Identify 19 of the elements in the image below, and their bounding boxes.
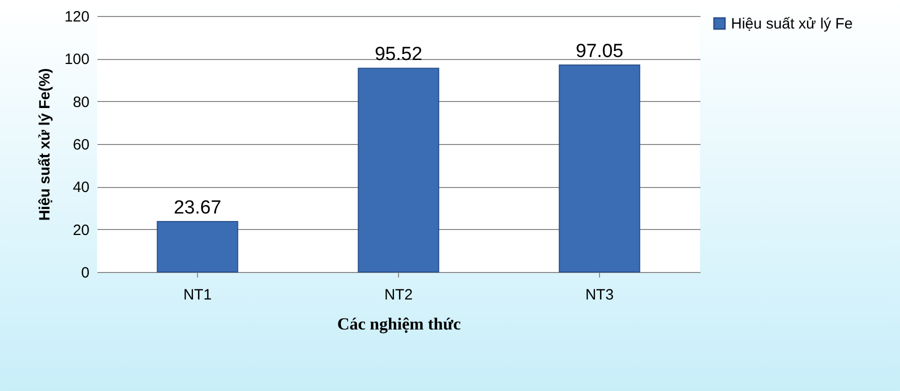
y-tick-label: 80 [72,94,90,111]
legend-label: Hiệu suất xử lý Fe [731,16,853,32]
data-label: 23.67 [174,198,222,219]
x-tick-label: NT2 [384,286,413,304]
y-tick-label: 100 [64,51,90,68]
y-tick-label: 40 [72,179,90,196]
data-label: 95.52 [374,44,422,66]
x-tick-label: NT3 [585,286,614,304]
y-axis-title: Hiệu suất xử lý Fe(%) [36,68,54,221]
bar [156,221,238,272]
data-label: 97.05 [576,40,624,62]
y-tick-label: 60 [72,136,90,154]
bar [358,68,440,272]
y-tick-label: 20 [72,222,90,239]
bar [558,64,640,272]
y-tick-label: 120 [64,8,90,26]
x-axis-title: Các nghiệm thức [337,314,462,334]
x-tick-label: NT1 [183,286,212,304]
y-tick-label: 0 [81,264,90,282]
